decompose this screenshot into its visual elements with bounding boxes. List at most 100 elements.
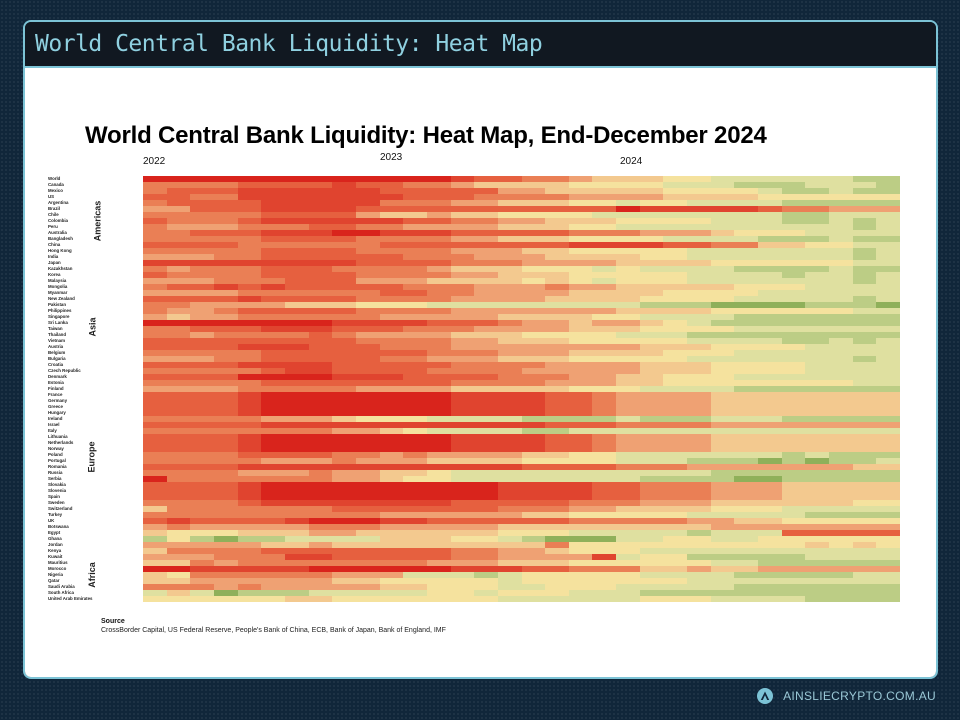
heatmap-cell [758,272,782,278]
heatmap-cell [332,224,356,230]
heatmap-cell [592,584,617,590]
heatmap-cell [734,416,759,422]
heatmap-cell [426,194,451,200]
heatmap-cell [758,530,782,536]
heatmap-cell [521,458,546,464]
heatmap-cell [876,410,900,416]
heatmap-cell [355,560,380,566]
heatmap-cell [450,494,475,500]
heatmap-cell [758,464,782,470]
heatmap-cell [237,326,262,332]
heatmap-cell [545,218,569,224]
heatmap-cell [805,524,830,530]
heatmap-cell [687,506,711,512]
heatmap-cell [379,500,404,506]
heatmap-cell [758,446,782,452]
heatmap-cell [734,536,759,542]
heatmap-cell [781,422,806,428]
heatmap-cell [687,524,711,530]
heatmap-cell [403,362,427,368]
heatmap-cell [568,254,593,260]
heatmap-cell [616,200,640,206]
heatmap-cell [805,272,830,278]
heatmap-cell [237,416,262,422]
heatmap-cell [876,374,900,380]
heatmap-cell [379,356,404,362]
heatmap-cell [687,386,711,392]
heatmap-cell [829,260,853,266]
heatmap-cell [237,260,262,266]
heatmap-cell [663,560,688,566]
heatmap-cell [616,404,640,410]
heatmap-cell [355,536,380,542]
heatmap-cell [332,248,356,254]
heatmap-cell [781,530,806,536]
heatmap-cell [379,458,404,464]
heatmap-cell [497,182,522,188]
heatmap-cell [403,182,427,188]
heatmap-cell [332,530,356,536]
heatmap-cell [805,248,830,254]
heatmap-cell [829,596,853,602]
heatmap-cell [829,302,853,308]
heatmap-cell [143,500,167,506]
heatmap-cell [213,254,238,260]
heatmap-cell [143,542,167,548]
heatmap-cell [876,266,900,272]
heatmap-cell [403,230,427,236]
heatmap-cell [781,482,806,488]
heatmap-cell [474,512,498,518]
heatmap-cell [379,404,404,410]
heatmap-cell [687,434,711,440]
heatmap-cell [190,254,214,260]
heatmap-cell [426,206,451,212]
country-label: Thailand [48,332,67,337]
heatmap-cell [592,332,617,338]
heatmap-cell [379,428,404,434]
heatmap-cell [781,416,806,422]
heatmap-cell [805,356,830,362]
heatmap-cell [592,344,617,350]
heatmap-cell [734,278,759,284]
heatmap-cell [616,338,640,344]
heatmap-cell [829,590,853,596]
heatmap-cell [781,470,806,476]
heatmap-cell [805,452,830,458]
heatmap-cell [426,368,451,374]
heatmap-cell [663,218,688,224]
heatmap-cell [687,332,711,338]
heatmap-cell [781,410,806,416]
heatmap-cell [426,278,451,284]
heatmap-cell [143,548,167,554]
heatmap-cell [284,230,309,236]
heatmap-cell [616,260,640,266]
heatmap-cell [213,332,238,338]
heatmap-cell [166,200,191,206]
heatmap-cell [805,188,830,194]
heatmap-cell [332,452,356,458]
heatmap-cell [710,374,735,380]
heatmap-cell [355,392,380,398]
heatmap-cell [308,506,333,512]
heatmap-cell [284,584,309,590]
heatmap-cell [568,488,593,494]
heatmap-cell [143,266,167,272]
heatmap-cell [616,584,640,590]
heatmap-cell [308,434,333,440]
heatmap-cell [284,284,309,290]
heatmap-cell [426,464,451,470]
heatmap-cell [545,368,569,374]
heatmap-cell [237,194,262,200]
heatmap-cell [616,344,640,350]
heatmap-cell [568,242,593,248]
heatmap-cell [710,296,735,302]
heatmap-cell [545,182,569,188]
heatmap-cell [829,188,853,194]
country-label: Kenya [48,548,62,553]
heatmap-cell [237,230,262,236]
heatmap-cell [568,440,593,446]
heatmap-cell [687,356,711,362]
heatmap-cell [166,488,191,494]
heatmap-cell [852,206,877,212]
heatmap-cell [710,176,735,182]
